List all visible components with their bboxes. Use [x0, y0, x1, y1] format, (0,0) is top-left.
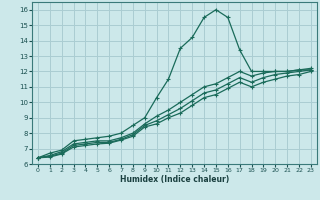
X-axis label: Humidex (Indice chaleur): Humidex (Indice chaleur)	[120, 175, 229, 184]
